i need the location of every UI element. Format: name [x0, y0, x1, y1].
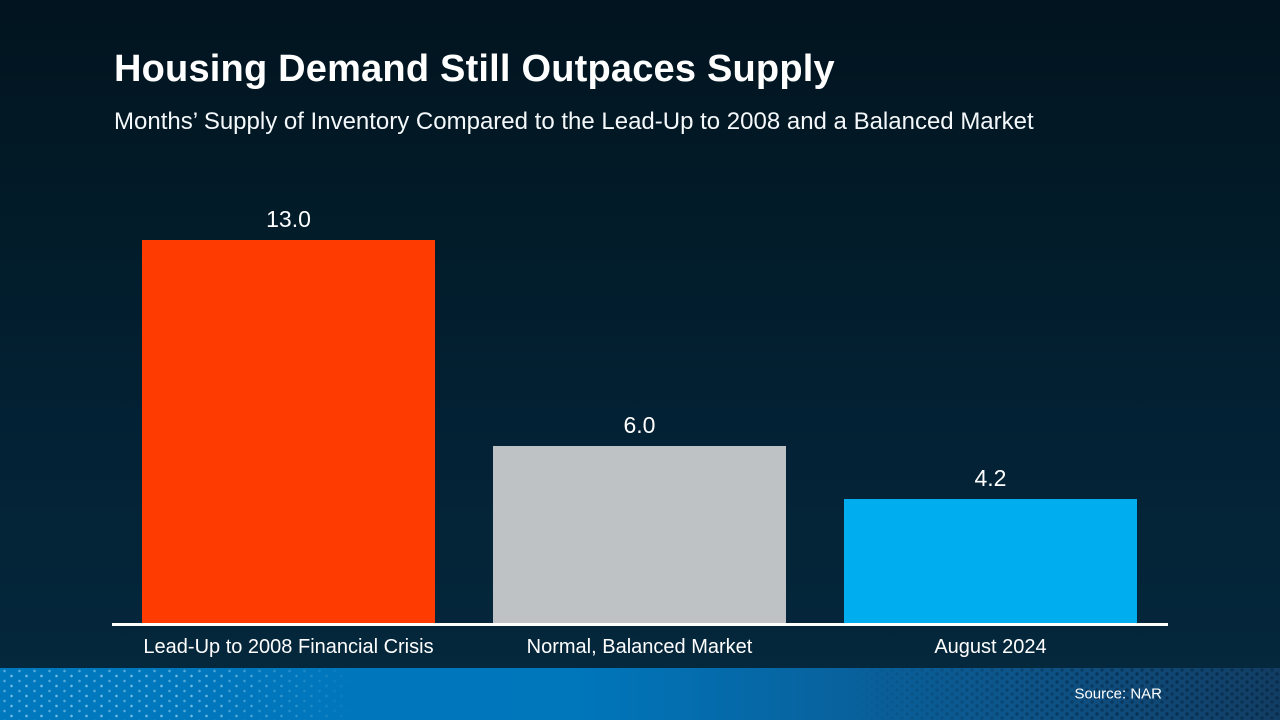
category-label: Lead-Up to 2008 Financial Crisis	[143, 636, 434, 658]
bar: 4.2	[844, 465, 1137, 623]
page-title: Housing Demand Still Outpaces Supply	[114, 48, 835, 90]
bar-value-label: 6.0	[623, 412, 656, 438]
bar: 13.0	[142, 206, 435, 623]
bar-value-label: 4.2	[974, 465, 1007, 491]
dot-pattern-left	[0, 668, 360, 720]
page-subtitle: Months’ Supply of Inventory Compared to …	[114, 108, 1034, 135]
footer-bar: Source: NAR	[0, 668, 1280, 720]
source-label: Source: NAR	[1074, 685, 1162, 703]
bar: 6.0	[493, 412, 786, 623]
category-label: August 2024	[934, 636, 1047, 658]
bar-chart: 13.0 6.0 4.2 Lead-Up to 2008 Financial Cri…	[112, 180, 1168, 658]
category-label: Normal, Balanced Market	[526, 636, 753, 658]
dot-pattern-right	[850, 668, 1280, 720]
x-axis-line	[112, 623, 1168, 626]
bar-value-label: 13.0	[266, 206, 311, 232]
